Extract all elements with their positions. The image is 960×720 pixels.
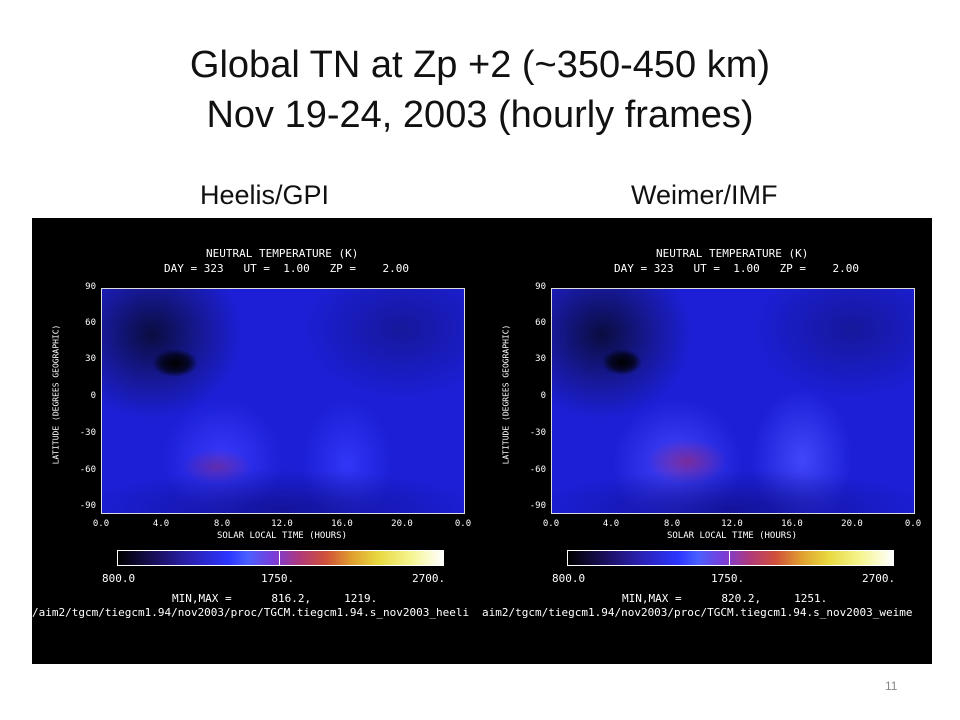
y-tick: 90 <box>85 282 96 292</box>
colorbar <box>567 550 894 566</box>
x-tick: 12.0 <box>721 519 743 529</box>
colorbar-label-min: 800.0 <box>102 572 136 585</box>
y-tick: 30 <box>535 354 546 364</box>
south-polar-region <box>102 469 464 513</box>
file-path: aim2/tgcm/tiegcm1.94/nov2003/proc/TGCM.t… <box>482 606 913 619</box>
subhead-weimer: Weimer/IMF <box>631 180 778 210</box>
temperature-figure: NEUTRAL TEMPERATURE (K) DAY = 323 UT = 1… <box>32 218 932 664</box>
panel-weimer: NEUTRAL TEMPERATURE (K) DAY = 323 UT = 1… <box>482 218 932 664</box>
cool-region <box>302 289 464 399</box>
y-tick: 60 <box>85 318 96 328</box>
colorbar-label-max: 2700. <box>412 572 446 585</box>
colorbar-label-mid: 1750. <box>261 572 295 585</box>
colorbar-mark <box>279 550 280 566</box>
coldest-spot <box>602 349 642 375</box>
min-max-readout: MIN,MAX = 816.2, 1219. <box>172 592 378 605</box>
x-tick: 0.0 <box>454 519 472 529</box>
y-axis-label: LATITUDE (DEGREES GEOGRAPHIC) <box>51 324 61 465</box>
y-tick: 30 <box>85 354 96 364</box>
subhead-heelis: Heelis/GPI <box>200 180 330 210</box>
panel-header-2: DAY = 323 UT = 1.00 ZP = 2.00 <box>614 262 860 275</box>
x-tick: 4.0 <box>602 519 620 529</box>
panel-header-1: NEUTRAL TEMPERATURE (K) <box>206 247 359 260</box>
title-line-1: Global TN at Zp +2 (~350-450 km) <box>189 44 771 86</box>
x-axis-label: SOLAR LOCAL TIME (HOURS) <box>216 531 348 541</box>
colorbar <box>117 550 444 566</box>
y-tick: 90 <box>535 282 546 292</box>
y-tick: -60 <box>79 465 96 475</box>
colorbar-label-mid: 1750. <box>711 572 745 585</box>
colorbar-label-min: 800.0 <box>552 572 586 585</box>
slide-number: 11 <box>885 679 898 693</box>
x-tick: 0.0 <box>904 519 922 529</box>
panel-header-1: NEUTRAL TEMPERATURE (K) <box>656 247 809 260</box>
x-tick: 16.0 <box>331 519 353 529</box>
x-tick: 0.0 <box>542 519 560 529</box>
panel-header-2: DAY = 323 UT = 1.00 ZP = 2.00 <box>164 262 410 275</box>
x-tick: 8.0 <box>663 519 681 529</box>
y-tick: -90 <box>529 501 546 511</box>
y-tick: 60 <box>535 318 546 328</box>
y-tick: -30 <box>529 428 546 438</box>
x-axis-label: SOLAR LOCAL TIME (HOURS) <box>666 531 798 541</box>
colorbar-label-max: 2700. <box>862 572 896 585</box>
y-tick: -30 <box>79 428 96 438</box>
colorbar-mark <box>729 550 730 566</box>
x-tick: 4.0 <box>152 519 170 529</box>
slide-title: Global TN at Zp +2 (~350-450 km) Nov 19-… <box>0 40 960 140</box>
x-tick: 0.0 <box>92 519 110 529</box>
temperature-map <box>551 288 915 514</box>
panel-heelis: NEUTRAL TEMPERATURE (K) DAY = 323 UT = 1… <box>32 218 482 664</box>
y-axis-label: LATITUDE (DEGREES GEOGRAPHIC) <box>501 324 511 465</box>
min-max-readout: MIN,MAX = 820.2, 1251. <box>622 592 828 605</box>
y-tick: 0 <box>90 391 96 401</box>
title-line-2: Nov 19-24, 2003 (hourly frames) <box>206 94 754 136</box>
y-tick: 0 <box>540 391 546 401</box>
coldest-spot <box>152 349 198 377</box>
x-tick: 16.0 <box>781 519 803 529</box>
y-tick: -90 <box>79 501 96 511</box>
temperature-map <box>101 288 465 514</box>
cool-region <box>752 289 914 399</box>
x-tick: 20.0 <box>391 519 413 529</box>
x-tick: 12.0 <box>271 519 293 529</box>
x-tick: 20.0 <box>841 519 863 529</box>
x-tick: 8.0 <box>213 519 231 529</box>
y-tick: -60 <box>529 465 546 475</box>
file-path: /aim2/tgcm/tiegcm1.94/nov2003/proc/TGCM.… <box>32 606 470 619</box>
south-polar-region <box>552 469 914 513</box>
